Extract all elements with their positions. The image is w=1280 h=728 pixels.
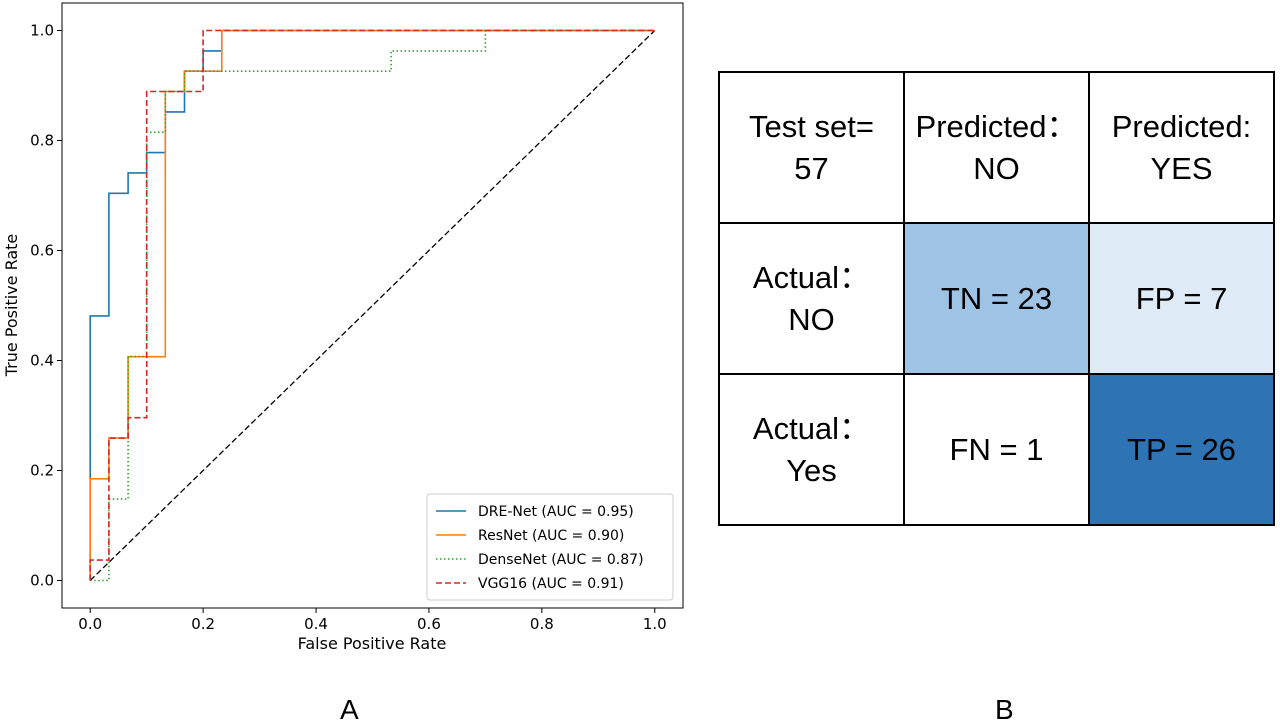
cell-label: Actual： NO: [752, 259, 871, 337]
table-cell: TP = 26: [1088, 373, 1275, 526]
chance-diagonal-line: [89, 30, 656, 581]
table-cell: Test set= 57: [718, 71, 905, 224]
cell-label: FN = 1: [949, 431, 1044, 467]
cell-label: FP = 7: [1135, 280, 1228, 316]
confusion-matrix: Test set= 57 Predicted： NO Predicted: YE…: [718, 71, 1275, 526]
legend-label: DRE-Net (AUC = 0.95): [478, 504, 634, 520]
roc-chart: 0.0 0.2 0.4 0.6 0.8 1.0 0.0 0.2 0.4 0.6 0.8 1.0 Fal…: [2, 2, 684, 653]
y-tick-label: 1.0: [30, 22, 54, 40]
table-row: Actual： NO TN = 23 FP = 7: [718, 222, 1275, 375]
x-tick-label: 0.4: [304, 615, 328, 633]
y-tick-label: 0.6: [30, 242, 54, 260]
panel-label-a: A: [340, 694, 359, 725]
cell-label: Actual： Yes: [752, 410, 871, 488]
table-cell: Predicted： NO: [903, 71, 1090, 224]
legend-box: [426, 493, 674, 601]
x-tick-label: 1.0: [643, 615, 667, 633]
y-tick-label: 0.2: [30, 462, 54, 480]
cell-label: TN = 23: [940, 280, 1053, 316]
y-tick-label: 0.0: [30, 572, 54, 590]
panel-label-b: B: [995, 694, 1014, 725]
y-axis-label: True Positive Rate: [2, 234, 21, 378]
y-tick-label: 0.8: [30, 132, 54, 150]
table-row: Test set= 57 Predicted： NO Predicted: YE…: [718, 71, 1275, 224]
table-row: Actual： Yes FN = 1 TP = 26: [718, 373, 1275, 526]
cell-label: Test set= 57: [749, 108, 874, 186]
x-axis-label: False Positive Rate: [298, 634, 447, 653]
legend-label: ResNet (AUC = 0.90): [478, 528, 624, 544]
cell-label: TP = 26: [1127, 431, 1236, 467]
x-tick-label: 0.8: [530, 615, 554, 633]
y-tick-label: 0.4: [30, 352, 54, 370]
x-tick-label: 0.2: [191, 615, 215, 633]
legend: DRE-Net (AUC = 0.95) ResNet (AUC = 0.90) D…: [426, 493, 674, 601]
cell-label: Predicted: YES: [1111, 108, 1252, 186]
table-cell: Actual： NO: [718, 222, 905, 375]
table-cell: FN = 1: [903, 373, 1090, 526]
x-tick-label: 0.0: [78, 615, 102, 633]
legend-label: VGG16 (AUC = 0.91): [478, 576, 624, 592]
plot-frame: [61, 2, 684, 609]
series-line-3: [89, 29, 655, 581]
table-cell: Predicted: YES: [1088, 71, 1275, 224]
x-tick-label: 0.6: [417, 615, 441, 633]
table-cell: TN = 23: [903, 222, 1090, 375]
table-cell: FP = 7: [1088, 222, 1275, 375]
legend-label: DenseNet (AUC = 0.87): [478, 552, 644, 568]
cell-label: Predicted： NO: [915, 108, 1078, 186]
table-cell: Actual： Yes: [718, 373, 905, 526]
